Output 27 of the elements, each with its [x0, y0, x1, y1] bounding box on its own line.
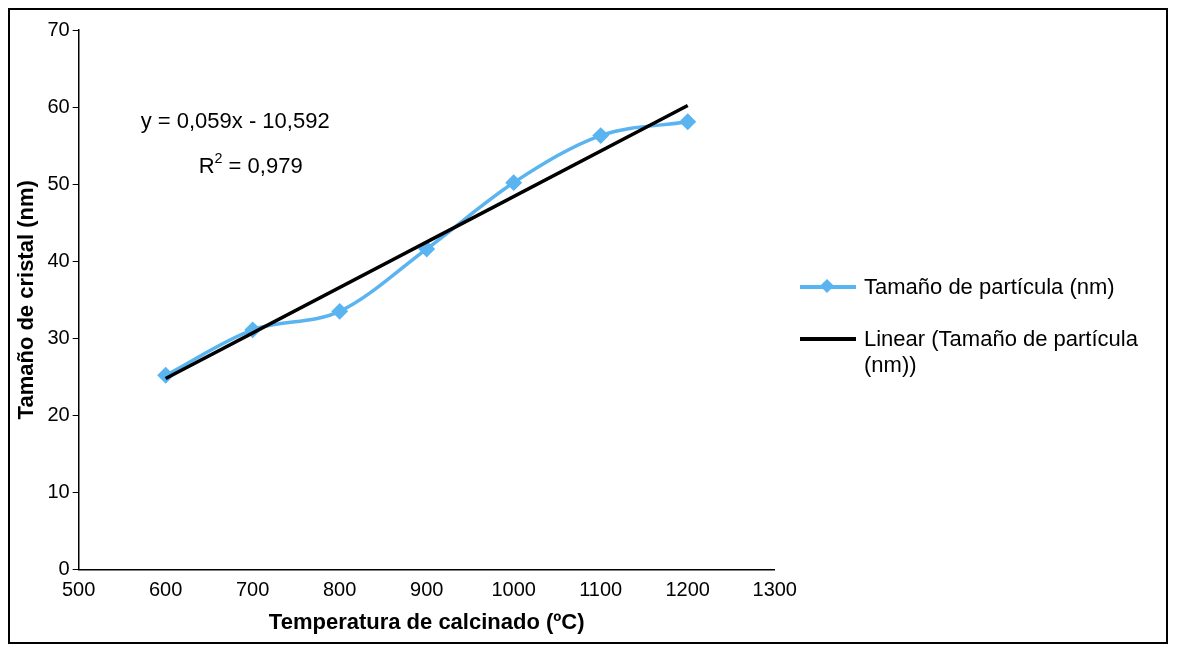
- y-tick-label: 10: [47, 480, 70, 503]
- legend-label: Linear (Tamaño de partícula (nm)): [864, 326, 1139, 378]
- point: [331, 303, 348, 320]
- y-tick-label: 30: [47, 325, 70, 348]
- annotation: y = 0,059x - 10,592: [140, 108, 330, 133]
- x-tick-label: 900: [410, 578, 444, 601]
- y-tick-label: 60: [47, 94, 70, 117]
- x-tick-label: 1100: [579, 578, 623, 601]
- y-axis-title: Tamaño de cristal (nm): [13, 180, 39, 420]
- y-tick-label: 0: [58, 557, 70, 580]
- point: [505, 174, 522, 191]
- x-tick-label: 800: [323, 578, 357, 601]
- y-tick-label: 70: [47, 17, 70, 40]
- x-tick-label: 600: [148, 578, 183, 601]
- y-tick-label: 50: [47, 171, 70, 194]
- legend-label: Tamaño de partícula (nm): [864, 274, 1115, 300]
- y-tick-label: 20: [47, 402, 70, 425]
- y-tick-label: 40: [47, 248, 70, 271]
- x-tick-label: 1300: [752, 578, 797, 601]
- point: [592, 127, 609, 144]
- point: [679, 113, 696, 130]
- x-tick-label: 700: [235, 578, 270, 601]
- x-axis-title: Temperatura de calcinado (ºC): [268, 608, 585, 634]
- x-tick-label: 500: [61, 578, 96, 601]
- x-tick-label: 1000: [491, 578, 536, 601]
- point: [418, 241, 435, 257]
- x-tick-label: 1200: [665, 578, 710, 601]
